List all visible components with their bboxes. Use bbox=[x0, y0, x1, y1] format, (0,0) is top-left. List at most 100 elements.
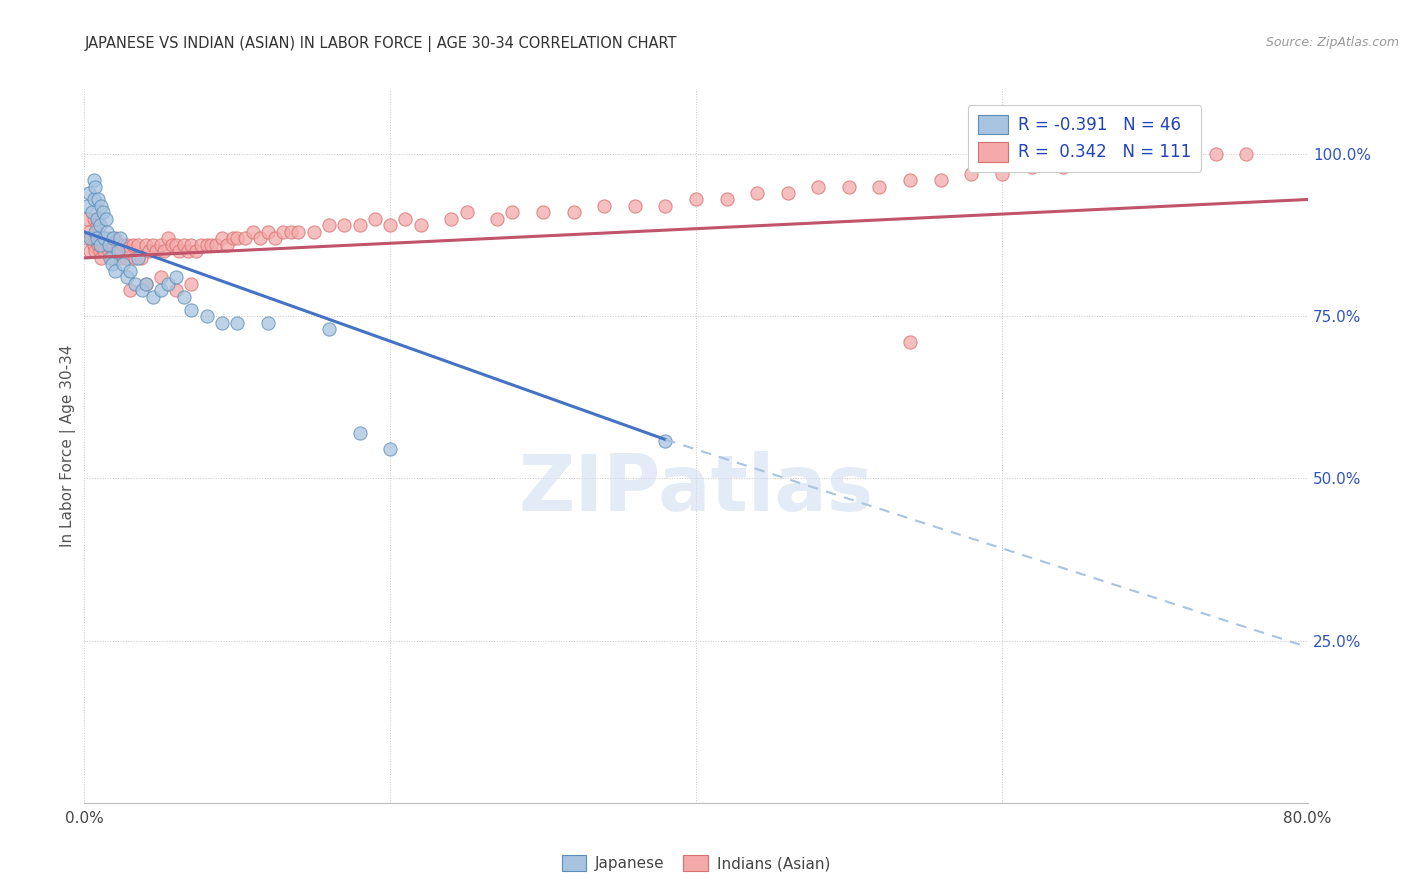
Point bbox=[173, 238, 195, 252]
Point bbox=[83, 173, 105, 187]
Point bbox=[127, 238, 149, 252]
Text: ZIPatlas: ZIPatlas bbox=[519, 450, 873, 527]
Point bbox=[108, 251, 131, 265]
Point bbox=[205, 238, 228, 252]
Point bbox=[89, 244, 111, 259]
Text: Source: ZipAtlas.com: Source: ZipAtlas.com bbox=[1265, 36, 1399, 49]
Point bbox=[280, 225, 302, 239]
Point bbox=[76, 211, 98, 226]
Point bbox=[531, 205, 554, 219]
Point bbox=[1083, 153, 1105, 168]
Point bbox=[747, 186, 769, 200]
Point bbox=[440, 211, 463, 226]
Point bbox=[318, 219, 340, 233]
Point bbox=[115, 270, 138, 285]
Point bbox=[84, 231, 107, 245]
Point bbox=[211, 231, 233, 245]
Point bbox=[149, 270, 172, 285]
Point bbox=[122, 238, 145, 252]
Point bbox=[120, 264, 142, 278]
Point bbox=[200, 238, 222, 252]
Point bbox=[149, 283, 172, 297]
Point bbox=[101, 257, 124, 271]
Point bbox=[1174, 147, 1197, 161]
Point bbox=[807, 179, 830, 194]
Point bbox=[180, 238, 202, 252]
Point bbox=[190, 238, 212, 252]
Point bbox=[93, 244, 115, 259]
Point bbox=[1236, 147, 1258, 161]
Point bbox=[94, 211, 117, 226]
Point bbox=[80, 231, 103, 245]
Point bbox=[124, 277, 146, 291]
Point bbox=[226, 231, 249, 245]
Point bbox=[91, 231, 114, 245]
Point bbox=[195, 238, 218, 252]
Point bbox=[654, 434, 676, 448]
Point bbox=[318, 322, 340, 336]
Point bbox=[776, 186, 799, 200]
Point bbox=[135, 277, 157, 291]
Point bbox=[91, 205, 114, 219]
Point bbox=[1143, 147, 1166, 161]
Point bbox=[75, 231, 97, 245]
Point bbox=[98, 238, 121, 252]
Point bbox=[91, 238, 114, 252]
Point bbox=[104, 231, 127, 245]
Point bbox=[135, 277, 157, 291]
Point bbox=[349, 219, 371, 233]
Y-axis label: In Labor Force | Age 30-34: In Labor Force | Age 30-34 bbox=[60, 344, 76, 548]
Point bbox=[142, 238, 165, 252]
Point bbox=[90, 199, 112, 213]
Point bbox=[226, 316, 249, 330]
Point bbox=[153, 244, 176, 259]
Point bbox=[624, 199, 647, 213]
Point bbox=[1114, 153, 1136, 168]
Point bbox=[89, 219, 111, 233]
Point bbox=[96, 225, 118, 239]
Point bbox=[86, 211, 108, 226]
Point bbox=[380, 442, 402, 457]
Point bbox=[98, 251, 121, 265]
Point bbox=[129, 251, 152, 265]
Point bbox=[93, 231, 115, 245]
Point bbox=[104, 264, 127, 278]
Point bbox=[87, 193, 110, 207]
Point bbox=[83, 193, 105, 207]
Point bbox=[380, 219, 402, 233]
Point bbox=[685, 193, 707, 207]
Point bbox=[165, 238, 187, 252]
Point bbox=[1052, 160, 1074, 174]
Text: JAPANESE VS INDIAN (ASIAN) IN LABOR FORCE | AGE 30-34 CORRELATION CHART: JAPANESE VS INDIAN (ASIAN) IN LABOR FORC… bbox=[84, 36, 676, 52]
Point bbox=[124, 251, 146, 265]
Point bbox=[90, 251, 112, 265]
Point bbox=[960, 167, 983, 181]
Point bbox=[89, 231, 111, 245]
Point bbox=[177, 244, 200, 259]
Point bbox=[77, 225, 100, 239]
Point bbox=[111, 257, 134, 271]
Point bbox=[165, 270, 187, 285]
Point bbox=[83, 211, 105, 226]
Point bbox=[97, 244, 120, 259]
Point bbox=[107, 244, 129, 259]
Point bbox=[86, 231, 108, 245]
Point bbox=[215, 238, 238, 252]
Point bbox=[184, 244, 207, 259]
Point bbox=[264, 231, 287, 245]
Point bbox=[195, 310, 218, 324]
Point bbox=[562, 205, 585, 219]
Point bbox=[160, 238, 183, 252]
Point bbox=[111, 238, 134, 252]
Point bbox=[302, 225, 325, 239]
Point bbox=[87, 238, 110, 252]
Point bbox=[84, 244, 107, 259]
Point bbox=[271, 225, 294, 239]
Point bbox=[131, 283, 153, 297]
Point bbox=[86, 225, 108, 239]
Point bbox=[242, 225, 264, 239]
Point bbox=[180, 277, 202, 291]
Point bbox=[86, 219, 108, 233]
Point bbox=[716, 193, 738, 207]
Point bbox=[107, 238, 129, 252]
